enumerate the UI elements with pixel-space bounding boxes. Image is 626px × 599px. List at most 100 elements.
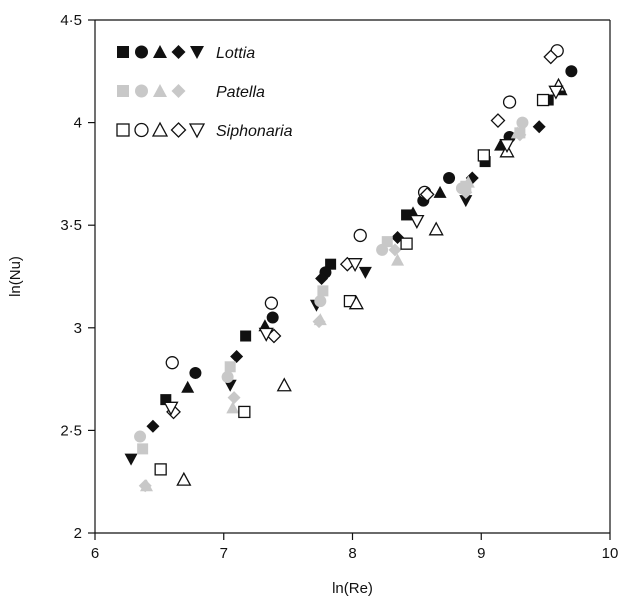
legend-item-lottia: Lottia	[117, 45, 255, 62]
legend-circle-marker	[134, 122, 149, 138]
plot-area	[94, 19, 611, 534]
legend-label: Lottia	[216, 45, 255, 62]
patella-triangle-point	[391, 253, 405, 266]
legend-circle-marker	[135, 45, 148, 59]
siphonaria-square-point	[154, 463, 167, 476]
lottia-square-point	[325, 258, 337, 270]
patella-diamond-point	[138, 479, 152, 493]
siphonaria-diamond-point	[490, 113, 506, 128]
siphonaria-triangle-down-point	[347, 258, 363, 273]
siphonaria-triangle-point	[276, 377, 292, 392]
siphonaria-square-point	[477, 149, 490, 162]
lottia-circle-point	[266, 311, 279, 324]
x-axis-title: ln(Re)	[332, 580, 373, 597]
x-axis-ticks: 6 7 8 9 10	[91, 533, 619, 562]
siphonaria-triangle-point	[428, 221, 444, 236]
y-tick-label: 4·5	[60, 12, 82, 29]
siphonaria-square-point	[400, 237, 413, 250]
lottia-circle-point	[443, 172, 456, 185]
siphonaria-circle-point	[353, 228, 367, 243]
patella-circle-point	[314, 295, 327, 308]
x-tick-label: 10	[602, 545, 619, 562]
lottia-circle-point	[565, 65, 578, 78]
siphonaria-circle-point	[264, 296, 279, 310]
y-tick-label: 3	[74, 320, 82, 337]
patella-square-point	[224, 361, 236, 373]
lottia-diamond-point	[532, 120, 546, 134]
legend-label: Patella	[216, 84, 265, 101]
legend-item-patella: Patella	[117, 84, 265, 101]
siphonaria-triangle-point	[348, 295, 364, 310]
y-axis-title: ln(Nu)	[7, 256, 24, 297]
legend: Lottia Patella Siphonaria	[116, 45, 293, 140]
siphonaria-triangle-down-point	[548, 85, 564, 100]
lottia-square-point	[401, 209, 413, 221]
series-siphonaria	[154, 44, 567, 486]
lottia-triangle-down-point	[459, 195, 473, 208]
x-tick-label: 7	[220, 545, 228, 562]
legend-triangle-marker	[153, 45, 167, 58]
legend-triangle-down-marker	[190, 46, 204, 59]
patella-circle-point	[134, 430, 147, 443]
y-axis-ticks: 2 2·5 3 3·5 4 4·5	[60, 12, 95, 542]
legend-triangle-marker	[151, 121, 169, 137]
series-patella	[134, 116, 529, 493]
data-points	[124, 44, 578, 493]
x-tick-label: 9	[477, 545, 485, 562]
legend-square-marker	[117, 46, 129, 58]
patella-diamond-point	[459, 185, 473, 199]
patella-circle-point	[516, 116, 529, 129]
y-tick-label: 3·5	[60, 217, 82, 234]
patella-square-point	[381, 236, 393, 248]
lottia-diamond-point	[315, 272, 329, 286]
siphonaria-circle-point	[502, 95, 517, 109]
lottia-triangle-down-point	[124, 453, 138, 466]
legend-diamond-marker	[171, 45, 186, 59]
x-tick-label: 6	[91, 545, 99, 562]
patella-diamond-point	[513, 128, 527, 142]
siphonaria-triangle-down-point	[258, 327, 274, 342]
x-tick-label: 8	[348, 545, 356, 562]
patella-square-point	[317, 285, 329, 297]
lottia-triangle-down-point	[358, 266, 372, 279]
legend-square-marker	[117, 85, 129, 97]
legend-square-marker	[116, 123, 130, 137]
patella-diamond-point	[312, 315, 326, 329]
siphonaria-square-point	[238, 405, 251, 419]
siphonaria-square-point	[536, 93, 550, 107]
lottia-diamond-point	[146, 419, 160, 433]
legend-diamond-marker	[170, 122, 187, 138]
patella-circle-point	[376, 243, 389, 256]
lottia-diamond-point	[230, 350, 244, 364]
siphonaria-diamond-point	[419, 187, 435, 202]
legend-label: Siphonaria	[216, 123, 293, 140]
patella-triangle-point	[461, 175, 475, 188]
y-tick-label: 2·5	[60, 422, 82, 439]
legend-item-siphonaria: Siphonaria	[116, 121, 293, 140]
y-tick-label: 4	[74, 115, 82, 132]
siphonaria-triangle-down-point	[163, 401, 179, 416]
siphonaria-triangle-down-point	[499, 139, 515, 154]
siphonaria-triangle-down-point	[409, 214, 425, 229]
lottia-square-point	[160, 394, 172, 406]
legend-diamond-marker	[171, 84, 186, 98]
legend-triangle-down-marker	[188, 123, 206, 139]
legend-triangle-marker	[153, 84, 167, 97]
lottia-square-point	[479, 156, 491, 168]
y-tick-label: 2	[74, 525, 82, 542]
legend-circle-marker	[135, 84, 148, 98]
siphonaria-diamond-point	[543, 49, 559, 65]
patella-diamond-point	[227, 391, 241, 405]
patella-triangle-point	[226, 401, 240, 414]
lottia-circle-point	[189, 366, 202, 379]
lottia-triangle-point	[494, 138, 508, 151]
patella-circle-point	[221, 371, 234, 384]
lottia-square-point	[240, 330, 252, 342]
siphonaria-circle-point	[165, 356, 179, 370]
siphonaria-triangle-point	[176, 471, 192, 486]
patella-diamond-point	[388, 243, 402, 257]
lottia-triangle-point	[433, 185, 447, 198]
lottia-triangle-point	[181, 380, 195, 393]
patella-square-point	[137, 443, 149, 455]
